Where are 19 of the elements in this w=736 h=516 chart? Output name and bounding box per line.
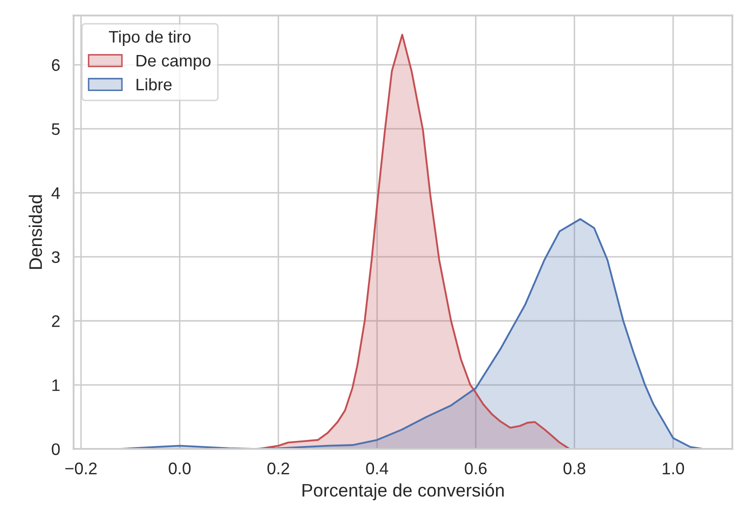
x-tick-label: 0.6 <box>464 462 487 474</box>
legend-label: De campo <box>136 54 211 70</box>
x-tick-label: 1.0 <box>662 462 684 474</box>
legend-title: Tipo de tiro <box>108 30 191 46</box>
x-tick-label: −0.2 <box>65 462 97 474</box>
x-tick-label: 0.2 <box>267 462 290 474</box>
y-tick-label: 2 <box>52 315 60 327</box>
y-tick-label: 6 <box>52 59 60 71</box>
legend-label: Libre <box>136 78 172 90</box>
y-tick-label: 4 <box>52 187 60 199</box>
y-tick-label: 1 <box>52 379 60 391</box>
x-tick-label: 0.8 <box>563 462 586 474</box>
y-tick-label: 3 <box>52 251 60 264</box>
y-tick-label: 0 <box>52 443 60 456</box>
y-tick-label: 5 <box>52 123 60 136</box>
x-axis-title: Porcentaje de conversión <box>302 483 504 500</box>
x-tick-label: 0.0 <box>168 462 191 474</box>
x-tick-label: 0.4 <box>366 462 388 474</box>
y-axis-title: Densidad <box>28 195 42 269</box>
